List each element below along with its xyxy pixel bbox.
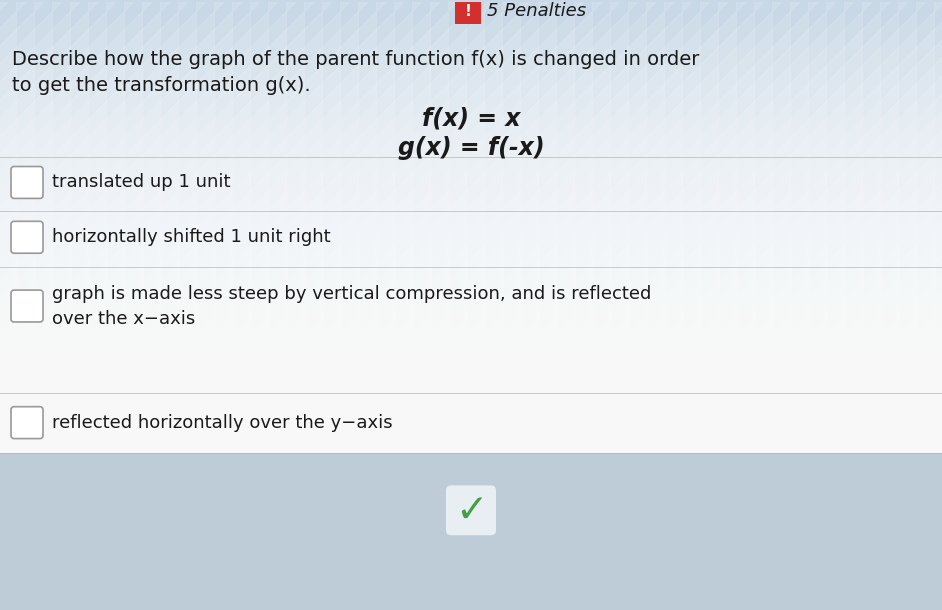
Text: to get the transformation g(x).: to get the transformation g(x). (12, 76, 311, 95)
Text: graph is made less steep by vertical compression, and is reflected
over the x−ax: graph is made less steep by vertical com… (52, 284, 651, 328)
FancyBboxPatch shape (446, 486, 496, 535)
FancyBboxPatch shape (11, 407, 43, 439)
Text: ✓: ✓ (455, 491, 487, 529)
FancyBboxPatch shape (11, 167, 43, 198)
Text: f(x) = x: f(x) = x (422, 107, 520, 131)
Text: horizontally shifted 1 unit right: horizontally shifted 1 unit right (52, 228, 331, 246)
Text: reflected horizontally over the y−axis: reflected horizontally over the y−axis (52, 414, 393, 432)
Text: 5 Penalties: 5 Penalties (487, 2, 586, 20)
FancyBboxPatch shape (11, 290, 43, 322)
FancyBboxPatch shape (11, 221, 43, 253)
Text: translated up 1 unit: translated up 1 unit (52, 173, 231, 192)
Bar (455, 0, 481, 24)
Bar (0, 453, 942, 610)
Text: g(x) = f(-x): g(x) = f(-x) (398, 135, 544, 160)
Text: !: ! (464, 4, 471, 18)
Text: Describe how the graph of the parent function f(x) is changed in order: Describe how the graph of the parent fun… (12, 50, 699, 69)
